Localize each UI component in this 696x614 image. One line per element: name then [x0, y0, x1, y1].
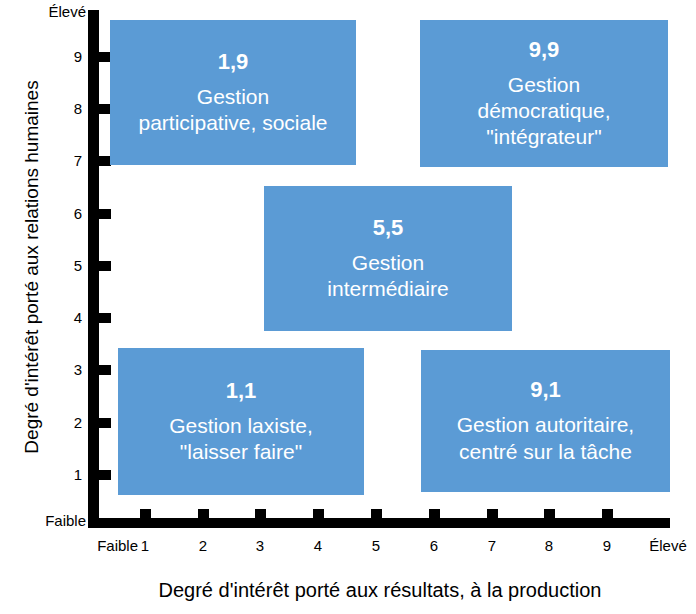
y-tick-6 — [99, 209, 111, 219]
y-tick-label: 5 — [40, 257, 82, 275]
grid-box-label: Gestion laxiste, "laisser faire" — [169, 413, 313, 466]
grid-box-code: 1,9 — [218, 49, 249, 75]
y-tick-4 — [99, 313, 111, 323]
grid-box-code: 9,1 — [530, 377, 561, 403]
x-tick-label: 6 — [414, 537, 454, 555]
x-tick-label: 5 — [356, 537, 396, 555]
grid-box-code: 5,5 — [373, 215, 404, 241]
x-tick-9 — [602, 509, 613, 518]
grid-box-label: Gestion démocratique, "intégrateur" — [477, 72, 610, 151]
x-tick-label: 2 — [183, 537, 223, 555]
y-tick-label: 3 — [40, 361, 82, 379]
x-axis-low-label: Faible — [90, 537, 138, 555]
grid-box-1-9: 1,9 Gestion participative, sociale — [110, 20, 356, 165]
y-tick-label: 8 — [40, 100, 82, 118]
grid-box-label: Gestion autoritaire, centré sur la tâche — [457, 412, 634, 465]
y-tick-1 — [99, 470, 111, 480]
y-axis-line — [88, 10, 99, 528]
y-axis-low-label: Faible — [30, 512, 86, 530]
managerial-grid-chart: Degré d'intérêt porté aux relations huma… — [0, 0, 696, 614]
x-tick-label: 9 — [587, 537, 627, 555]
x-tick-label: 3 — [240, 537, 280, 555]
y-tick-2 — [99, 418, 111, 428]
grid-box-label: Gestion intermédiaire — [327, 250, 448, 303]
x-tick-label: 7 — [472, 537, 512, 555]
x-tick-7 — [487, 509, 498, 518]
grid-box-code: 1,1 — [226, 378, 257, 404]
x-axis-high-label: Élevé — [643, 537, 693, 555]
grid-box-code: 9,9 — [529, 37, 560, 63]
y-tick-label: 2 — [40, 414, 82, 432]
x-tick-label: 4 — [298, 537, 338, 555]
grid-box-5-5: 5,5 Gestion intermédiaire — [264, 186, 512, 331]
y-tick-label: 6 — [40, 205, 82, 223]
x-tick-label: 8 — [529, 537, 569, 555]
x-tick-3 — [255, 509, 266, 518]
y-axis-high-label: Élevé — [30, 3, 86, 21]
x-tick-6 — [429, 509, 440, 518]
x-tick-5 — [371, 509, 382, 518]
x-axis-title: Degré d'intérêt porté aux résultats, à l… — [62, 579, 696, 602]
x-tick-4 — [313, 509, 324, 518]
grid-box-label: Gestion participative, sociale — [138, 84, 327, 137]
x-axis-line — [88, 518, 670, 528]
y-tick-label: 9 — [40, 48, 82, 66]
y-tick-label: 7 — [40, 152, 82, 170]
y-tick-3 — [99, 365, 111, 375]
grid-box-9-1: 9,1 Gestion autoritaire, centré sur la t… — [421, 350, 670, 492]
grid-box-9-9: 9,9 Gestion démocratique, "intégrateur" — [420, 20, 668, 167]
y-tick-5 — [99, 261, 111, 271]
grid-box-1-1: 1,1 Gestion laxiste, "laisser faire" — [118, 348, 364, 495]
y-tick-label: 1 — [40, 466, 82, 484]
x-tick-8 — [544, 509, 555, 518]
x-tick-2 — [198, 509, 209, 518]
x-tick-1 — [140, 509, 151, 518]
y-tick-label: 4 — [40, 309, 82, 327]
